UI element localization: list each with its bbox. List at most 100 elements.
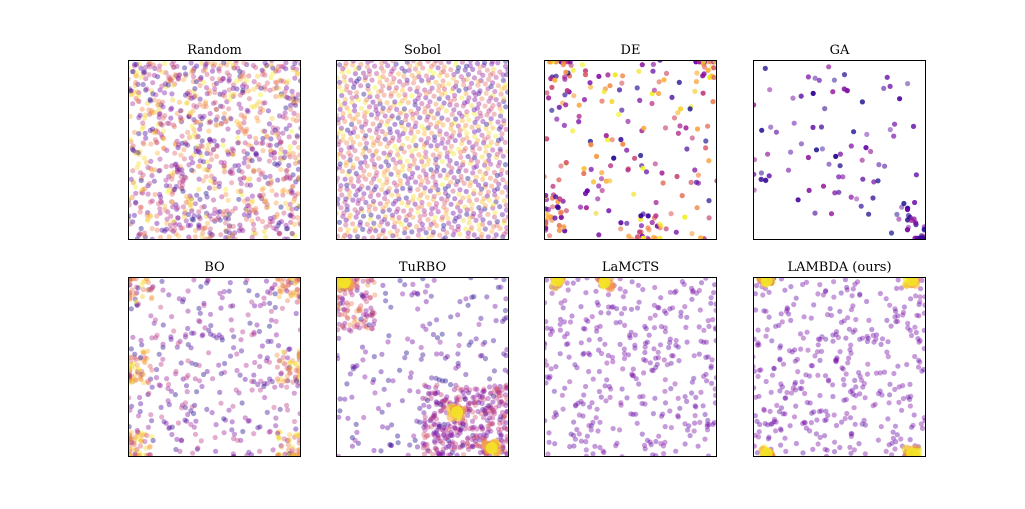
data-point (284, 365, 290, 371)
data-point (416, 70, 422, 76)
data-point (246, 96, 252, 102)
data-point (400, 163, 406, 169)
data-point (422, 435, 428, 441)
data-point (901, 304, 908, 310)
data-point (211, 176, 217, 182)
data-point (151, 72, 157, 78)
data-point (260, 185, 267, 191)
data-point (264, 134, 270, 140)
data-point (142, 115, 148, 121)
data-point (179, 167, 185, 173)
data-point (852, 421, 858, 427)
data-point (560, 406, 566, 412)
data-point (137, 148, 143, 154)
data-point (221, 169, 228, 175)
data-point (241, 115, 247, 121)
data-point (465, 230, 471, 236)
data-point (346, 189, 352, 195)
data-point (228, 170, 234, 176)
data-point (669, 353, 675, 359)
data-point (366, 229, 372, 235)
data-point (227, 169, 233, 175)
data-point (191, 117, 197, 123)
data-point (186, 134, 192, 140)
data-point (848, 450, 854, 456)
data-point (830, 338, 836, 344)
data-point (185, 411, 191, 418)
data-point (221, 89, 228, 95)
data-point (447, 423, 453, 430)
data-point (387, 149, 394, 155)
data-point (644, 339, 651, 345)
data-point (459, 118, 465, 124)
data-point (241, 175, 247, 181)
data-point (381, 172, 387, 178)
data-point (225, 235, 231, 240)
data-point (420, 277, 426, 282)
data-point (173, 368, 179, 374)
data-point (459, 386, 465, 392)
data-point (504, 225, 509, 231)
data-point (440, 446, 446, 452)
data-point (344, 203, 350, 209)
data-point (583, 205, 590, 211)
data-point (258, 171, 264, 177)
data-point (382, 195, 388, 201)
data-point (457, 208, 463, 214)
data-point (128, 436, 133, 442)
data-point (249, 104, 255, 110)
data-point (280, 64, 286, 70)
data-point (363, 317, 369, 323)
data-point (598, 350, 605, 357)
data-point (638, 152, 644, 159)
data-point (285, 189, 291, 195)
data-point (292, 160, 299, 166)
data-point (853, 316, 859, 323)
data-point (369, 310, 376, 316)
data-point (210, 232, 216, 238)
data-point (393, 183, 400, 189)
data-point (204, 167, 210, 173)
data-point (875, 437, 882, 443)
data-point (206, 90, 213, 96)
data-point (641, 442, 648, 448)
data-point (399, 398, 405, 404)
data-point (482, 136, 488, 143)
data-point (422, 105, 428, 111)
data-point (370, 142, 376, 148)
data-point (620, 366, 626, 372)
data-point (446, 426, 452, 432)
data-point (253, 64, 259, 71)
data-point (458, 173, 464, 179)
data-point (682, 441, 688, 447)
data-point (450, 75, 457, 81)
data-point (208, 323, 214, 329)
data-point (708, 300, 714, 306)
data-point (151, 178, 157, 184)
data-point (182, 139, 188, 145)
data-point (609, 304, 615, 310)
data-point (157, 191, 163, 197)
data-point (148, 296, 154, 302)
data-point (892, 314, 898, 320)
data-point (170, 97, 176, 103)
data-point (562, 76, 568, 82)
data-point (265, 108, 271, 114)
data-point (241, 81, 247, 87)
data-point (562, 334, 568, 340)
data-point (795, 197, 801, 203)
data-point (449, 431, 455, 438)
data-point (276, 451, 282, 457)
data-point (572, 362, 578, 368)
data-point (248, 143, 254, 149)
data-point (566, 354, 572, 360)
data-point (392, 165, 398, 171)
data-point (246, 449, 252, 455)
data-point (420, 440, 426, 446)
data-point (396, 214, 402, 221)
data-point (652, 161, 658, 167)
data-point (478, 234, 484, 240)
data-point (461, 77, 467, 83)
data-point (196, 214, 202, 220)
data-point (140, 172, 146, 178)
